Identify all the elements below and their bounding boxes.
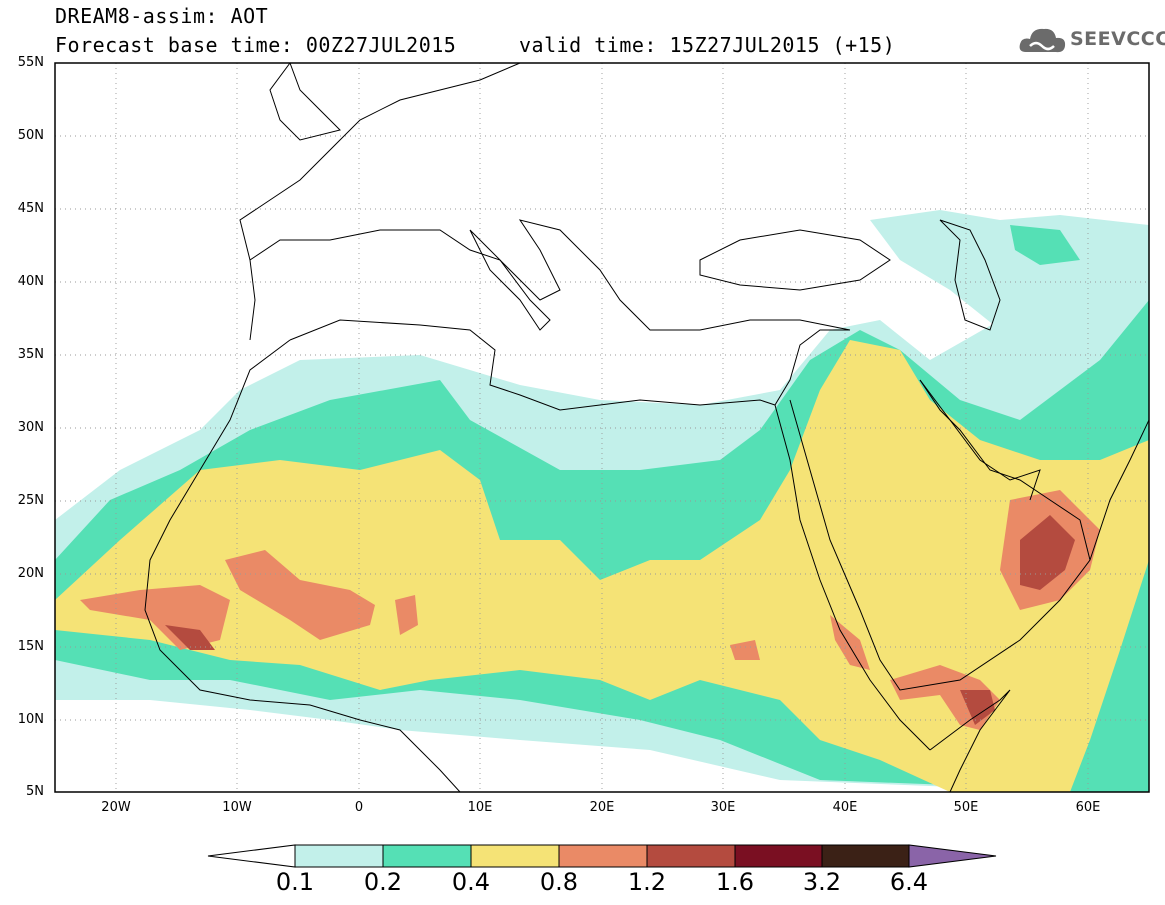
colorbar-label-0-4: 0.4	[451, 868, 491, 896]
lat-label-10n: 10N	[17, 712, 44, 727]
aot-band-0-8-mali	[225, 550, 375, 640]
colorbar-label-0-2: 0.2	[363, 868, 403, 896]
lat-label-15n: 15N	[17, 639, 44, 654]
aot-band-0-1-caspian	[870, 210, 1149, 330]
lon-label-60e: 60E	[1075, 800, 1101, 815]
colorbar-segment-1-2	[646, 844, 736, 868]
lon-label-0: 0	[354, 800, 364, 815]
lon-label-40e: 40E	[832, 800, 858, 815]
forecast-time-subtitle: Forecast base time: 00Z27JUL2015 valid t…	[55, 33, 896, 57]
lat-label-45n: 45N	[17, 201, 44, 216]
colorbar-segment-1-6	[734, 844, 823, 868]
lon-label-50e: 50E	[953, 800, 979, 815]
colorbar-segment-3-2	[821, 844, 910, 868]
lat-label-40n: 40N	[17, 274, 44, 289]
map-frame	[54, 62, 1150, 793]
coast-arabian-sea	[1089, 419, 1149, 561]
lon-label-20w: 20W	[101, 800, 131, 815]
aot-band-0-2-caspian	[1010, 225, 1080, 265]
coast-africa-west	[144, 339, 461, 792]
coast-gulf-persian	[919, 379, 1041, 501]
colorbar-label-0-8: 0.8	[539, 868, 579, 896]
colorbar-label-0-1: 0.1	[275, 868, 315, 896]
coast-red-sea-west	[774, 404, 931, 751]
colorbar-label-1-6: 1.6	[715, 868, 755, 896]
coast-caspian	[939, 219, 1001, 331]
colorbar-label-6-4: 6.4	[889, 868, 929, 896]
lat-label-5n: 5N	[26, 784, 44, 799]
aot-band-0-8-ethiopia	[730, 640, 760, 660]
colorbar-arrow-low	[207, 844, 296, 868]
lon-label-10w: 10W	[222, 800, 252, 815]
coast-levant	[774, 329, 850, 406]
colorbar-segment-0-2	[382, 844, 472, 868]
colorbar-arrow-high	[908, 844, 997, 868]
lat-label-20n: 20N	[17, 566, 44, 581]
coast-black-sea	[699, 229, 891, 291]
aot-band-1-2-somalia	[960, 690, 995, 725]
aot-band-0-4	[55, 340, 1149, 792]
colorbar-segment-0-1	[294, 844, 384, 868]
coast-britain	[269, 63, 341, 141]
lon-label-20e: 20E	[589, 800, 615, 815]
map-title: DREAM8-assim: AOT	[55, 4, 269, 28]
coastlines	[144, 63, 1149, 792]
logo-text: SEEVCCC	[1070, 28, 1165, 50]
coast-north-africa	[289, 319, 776, 411]
colorbar-segment-0-8	[558, 844, 648, 868]
lat-label-50n: 50N	[17, 128, 44, 143]
lon-label-10e: 10E	[467, 800, 493, 815]
coast-europe-west	[239, 63, 521, 261]
aot-band-0-8-niger	[395, 595, 418, 635]
coast-horn-africa	[929, 689, 1011, 792]
aot-band-1-2-oman	[1020, 515, 1075, 590]
lat-label-25n: 25N	[17, 493, 44, 508]
aot-band-1-2-senegal	[165, 625, 215, 650]
lat-label-30n: 30N	[17, 420, 44, 435]
coast-italy	[469, 229, 551, 331]
lat-label-35n: 35N	[17, 347, 44, 362]
seevccc-logo: SEEVCCC	[1018, 22, 1165, 58]
lat-label-55n: 55N	[17, 55, 44, 70]
coast-arabia	[789, 379, 1091, 691]
colorbar-label-1-2: 1.2	[627, 868, 667, 896]
lon-label-30e: 30E	[710, 800, 736, 815]
aot-fields	[55, 210, 1149, 792]
cloud-logo-icon	[1019, 28, 1066, 53]
colorbar-label-3-2: 3.2	[802, 868, 842, 896]
coast-europe-south	[249, 219, 851, 341]
colorbar-segment-0-4	[470, 844, 560, 868]
